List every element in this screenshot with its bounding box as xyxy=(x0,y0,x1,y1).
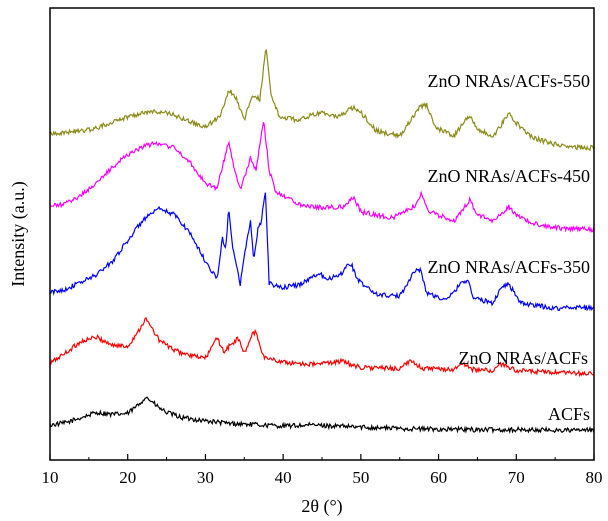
series-line-3 xyxy=(49,192,595,312)
y-axis-label: Intensity (a.u.) xyxy=(8,181,29,286)
series-label-4: ZnO NRAs/ACFs-450 xyxy=(427,166,590,186)
series-label-1: ACFs xyxy=(548,404,590,424)
series-line-4 xyxy=(49,121,595,234)
series-label-3: ZnO NRAs/ACFs-350 xyxy=(427,257,590,277)
x-tick-label: 40 xyxy=(275,468,292,487)
x-tick-label: 10 xyxy=(42,468,59,487)
series-label-2: ZnO NRAs/ACFs xyxy=(458,348,588,368)
x-tick-label: 70 xyxy=(508,468,525,487)
x-tick-label: 60 xyxy=(430,468,447,487)
series-label-5: ZnO NRAs/ACFs-550 xyxy=(427,71,590,91)
x-tick-label: 50 xyxy=(352,468,369,487)
series-line-2 xyxy=(49,316,594,378)
series-line-5 xyxy=(49,48,595,152)
series-labels: ACFs ZnO NRAs/ACFs ZnO NRAs/ACFs-350 ZnO NR… xyxy=(427,71,590,424)
x-axis-label: 2θ (°) xyxy=(301,496,342,517)
x-tick-label: 80 xyxy=(586,468,603,487)
x-tick-label: 20 xyxy=(119,468,136,487)
x-tick-label: 30 xyxy=(197,468,214,487)
series-curves xyxy=(49,48,595,435)
series-line-1 xyxy=(49,396,595,435)
x-axis-ticks: 10 20 30 40 50 60 70 80 xyxy=(42,454,603,487)
